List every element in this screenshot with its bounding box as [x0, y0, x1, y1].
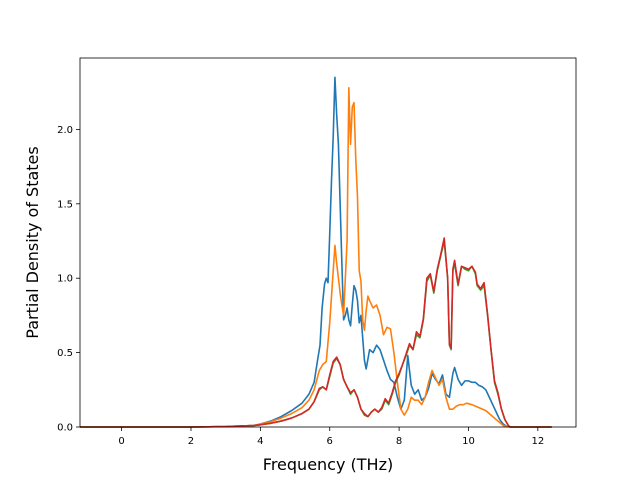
y-tick-label: 1.5: [57, 199, 73, 210]
y-axis: 0.0 0.5 1.0 1.5 2.0: [57, 125, 80, 434]
series-line-1: [80, 76, 552, 428]
x-tick-label: 2: [188, 436, 194, 447]
x-tick-label: 6: [327, 436, 333, 447]
y-axis-label: Partial Density of States: [23, 146, 42, 338]
y-tick-label: 0.5: [57, 348, 73, 359]
series-layer: [80, 76, 552, 428]
x-tick-label: 10: [462, 436, 475, 447]
y-tick-label: 2.0: [57, 125, 73, 136]
x-tick-label: 0: [118, 436, 124, 447]
x-tick-label: 8: [396, 436, 402, 447]
series-line-4: [80, 237, 552, 428]
y-tick-label: 1.0: [57, 274, 73, 285]
x-tick-label: 4: [257, 436, 263, 447]
x-tick-label: 12: [531, 436, 544, 447]
plot-frame: [79, 57, 577, 428]
x-axis-label: Frequency (THz): [263, 455, 393, 474]
y-tick-label: 0.0: [57, 423, 73, 434]
series-line-2: [80, 86, 552, 428]
x-axis: 0 2 4 6 8 10 12: [118, 427, 544, 447]
